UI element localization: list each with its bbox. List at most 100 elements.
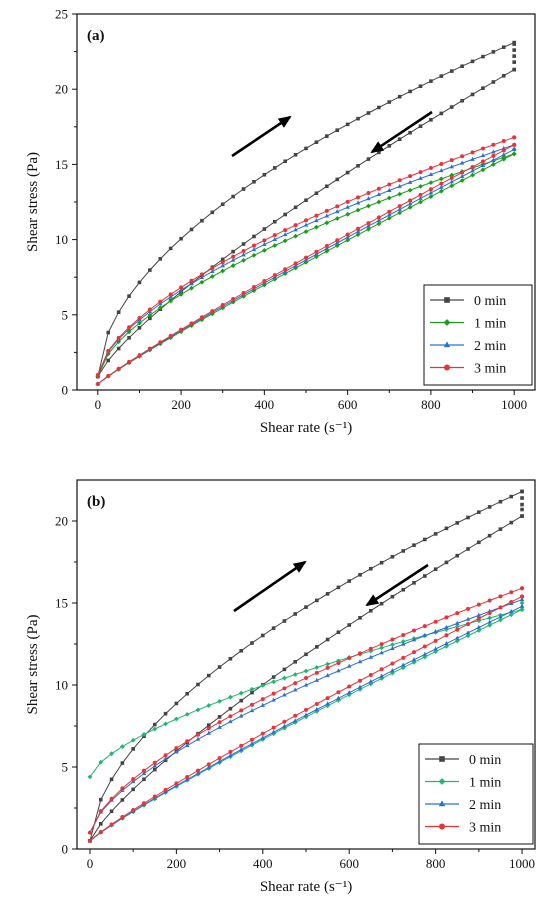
marker-square (520, 514, 524, 518)
marker-circle (199, 315, 204, 320)
marker-circle (347, 684, 352, 689)
marker-square (449, 105, 454, 109)
marker-triangle (251, 247, 257, 252)
x-tick-label: 1000 (509, 856, 535, 871)
marker-square (168, 246, 173, 251)
marker-triangle (335, 209, 340, 214)
marker-circle (418, 170, 423, 175)
marker-circle (520, 594, 525, 599)
marker-square (509, 494, 514, 499)
marker-circle (470, 164, 475, 169)
marker-triangle (314, 218, 319, 223)
marker-square (325, 637, 330, 642)
marker-triangle (195, 736, 201, 741)
marker-diamond (281, 675, 287, 681)
marker-square (444, 560, 449, 565)
arrow-decreasing (365, 563, 429, 607)
marker-triangle (387, 212, 392, 217)
marker-square (106, 358, 111, 363)
marker-circle (231, 296, 236, 301)
marker-circle (195, 768, 200, 773)
marker-square (220, 202, 225, 207)
marker-square (137, 280, 142, 285)
marker-circle (433, 619, 438, 624)
marker-circle (210, 266, 215, 271)
marker-diamond (376, 199, 382, 205)
marker-diamond (292, 672, 298, 677)
marker-triangle (390, 668, 395, 673)
marker-diamond (157, 305, 163, 311)
marker-square (262, 227, 267, 231)
marker-diamond (261, 247, 267, 253)
marker-triangle (455, 635, 460, 640)
marker-diamond (397, 210, 403, 216)
marker-square (369, 608, 373, 613)
marker-circle (387, 209, 392, 214)
marker-circle (293, 681, 298, 686)
marker-circle (509, 599, 514, 604)
marker-square (231, 249, 235, 254)
marker-diamond (325, 661, 331, 667)
marker-triangle (501, 152, 506, 157)
marker-triangle (336, 695, 341, 700)
marker-square (116, 346, 121, 351)
marker-circle (491, 153, 496, 158)
marker-circle (439, 823, 445, 830)
marker-triangle (401, 641, 406, 646)
marker-square (449, 69, 454, 73)
marker-triangle (411, 637, 417, 642)
marker-square (120, 761, 125, 765)
marker-diamond (390, 670, 395, 676)
marker-diamond (119, 744, 125, 749)
marker-diamond (386, 195, 392, 201)
marker-diamond (498, 617, 503, 623)
marker-square (509, 520, 514, 525)
marker-circle (433, 638, 438, 643)
legend-item: 0 min (425, 753, 501, 768)
marker-square (228, 706, 233, 711)
marker-diamond (433, 649, 439, 655)
arrow-shaft (233, 560, 306, 613)
marker-circle (449, 176, 454, 181)
arrow-increasing (233, 560, 307, 613)
marker-triangle (480, 162, 486, 168)
marker-square (412, 543, 416, 547)
marker-circle (210, 309, 215, 314)
marker-square (520, 507, 524, 512)
marker-square (347, 623, 352, 627)
marker-square (241, 242, 246, 246)
x-tick-label: 800 (421, 397, 441, 412)
marker-circle (163, 753, 168, 758)
marker-circle (251, 284, 256, 289)
marker-circle (379, 642, 384, 647)
marker-triangle (491, 149, 496, 154)
marker-square (501, 73, 506, 78)
marker-diamond (251, 288, 257, 294)
marker-square (520, 496, 524, 500)
marker-square (439, 111, 444, 116)
marker-diamond (147, 312, 153, 318)
marker-triangle (355, 229, 361, 234)
marker-square (520, 502, 524, 507)
marker-circle (325, 696, 330, 701)
marker-square (377, 105, 381, 110)
marker-square (470, 59, 475, 64)
marker-square (520, 489, 524, 494)
marker-circle (206, 726, 211, 731)
marker-diamond (366, 226, 371, 232)
marker-triangle (303, 682, 309, 687)
marker-diamond (303, 229, 309, 235)
marker-circle (498, 594, 503, 599)
marker-triangle (480, 153, 486, 158)
marker-circle (476, 602, 481, 607)
marker-triangle (366, 223, 371, 228)
marker-square (512, 54, 516, 58)
marker-diamond (418, 184, 423, 189)
marker-square (408, 130, 412, 135)
marker-square (481, 54, 485, 59)
legend-item: 3 min (425, 821, 501, 836)
x-tick-label: 400 (253, 856, 273, 871)
marker-square (239, 698, 243, 703)
marker-triangle (387, 187, 392, 192)
marker-triangle (325, 673, 330, 678)
